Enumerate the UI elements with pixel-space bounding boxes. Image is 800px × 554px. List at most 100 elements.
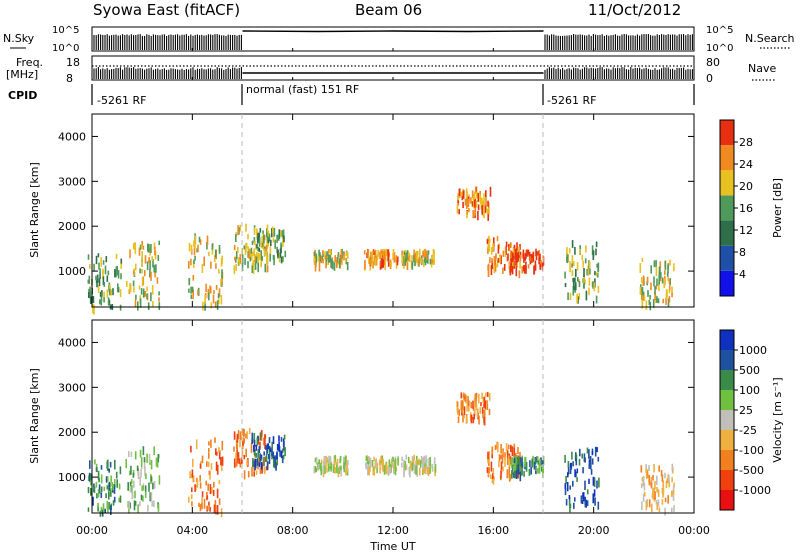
colorbar-tick-label: 16 [739,202,753,215]
freq-tick-top: 18 [66,56,80,69]
heatmap-cell [248,427,251,435]
heatmap-cell [671,463,674,471]
heatmap-cell [387,252,390,261]
heatmap-cell [152,482,154,490]
heatmap-cell [144,270,146,277]
heatmap-cell [220,457,222,466]
heatmap-cell [585,245,587,253]
heatmap-cell [650,282,652,291]
heatmap-cell [208,441,210,446]
heatmap-cell [100,465,103,470]
heatmap-cell [467,396,469,402]
nsky-tick-top: 10^5 [52,25,79,36]
heatmap-cell [266,237,268,244]
heatmap-cell [133,480,135,488]
heatmap-cell [373,456,375,462]
heatmap-cell [315,457,318,465]
heatmap-cell [589,457,592,467]
heatmap-cell [580,495,583,504]
heatmap-cell [269,447,272,453]
colorbar-cell [720,120,734,146]
heatmap-cell [513,463,516,471]
heatmap-cell [655,285,658,290]
heatmap-cell [457,192,459,201]
heatmap-cell [378,459,381,466]
heatmap-cell [578,458,581,466]
heatmap-cell [322,258,324,264]
heatmap-cell [92,296,95,304]
heatmap-cell [405,252,408,263]
heatmap-cell [237,246,239,254]
heatmap-cell [206,235,209,246]
heatmap-cell [202,301,204,311]
heatmap-cell [371,259,374,265]
heatmap-cell [264,466,266,474]
heatmap-cell [244,248,247,255]
heatmap-cell [413,249,415,255]
heatmap-cell [566,254,569,264]
heatmap-cell [107,297,110,306]
heatmap-cell [415,460,417,471]
velocity-colorbar-label: Velocity [m s⁻¹] [771,377,784,462]
heatmap-cell [487,211,489,221]
heatmap-cell [564,455,566,463]
heatmap-cell [496,259,499,268]
heatmap-cell [259,467,262,475]
heatmap-cell [246,431,248,440]
heatmap-cell [479,407,481,414]
heatmap-cell [583,273,585,283]
heatmap-cell [205,283,207,292]
heatmap-cell [282,256,284,262]
heatmap-cell [253,248,255,257]
heatmap-cell [93,485,95,491]
nsky-bars [93,30,693,50]
heatmap-cell [280,437,283,442]
heatmap-cell [97,470,100,480]
heatmap-cell [267,230,270,237]
heatmap-cell [335,259,338,268]
heatmap-cell [515,463,518,471]
heatmap-cell [245,433,247,439]
heatmap-cell [387,261,390,267]
heatmap-cell [107,506,109,514]
heatmap-cell [411,456,414,465]
power-colorbar-label: Power [dB] [771,178,784,238]
heatmap-cell [108,468,110,473]
heatmap-cell [643,483,646,491]
heatmap-cell [568,495,571,500]
heatmap-cell [481,407,484,414]
heatmap-cell [151,500,153,507]
heatmap-cell [673,263,675,272]
heatmap-cell [103,486,106,491]
heatmap-cell [660,470,663,477]
power-colorbar-cells [720,120,734,296]
heatmap-cell [426,466,429,475]
heatmap-cell [532,252,534,262]
heatmap-cell [535,458,537,464]
colorbar-cell [720,330,734,350]
heatmap-cell [119,466,122,475]
heatmap-cell [118,497,120,503]
heatmap-cell [194,235,197,244]
heatmap-cell [236,444,238,451]
heatmap-cell [213,504,216,513]
heatmap-cell [143,457,146,463]
heatmap-cell [141,251,143,261]
heatmap-cell [89,264,91,269]
heatmap-cell [134,242,136,248]
heatmap-cell [204,295,206,304]
heatmap-cell [539,263,542,270]
heatmap-cell [528,468,531,476]
heatmap-cell [129,286,132,291]
heatmap-cell [120,273,122,280]
heatmap-cell [141,485,143,492]
heatmap-cell [458,409,461,416]
heatmap-cell [111,482,113,487]
heatmap-cell [642,281,644,286]
heatmap-cell [584,502,587,508]
heatmap-cell [87,507,90,512]
heatmap-cell [475,403,478,411]
heatmap-cell [640,465,643,473]
heatmap-cell [96,274,99,283]
nsky-label: N.Sky [3,32,35,45]
